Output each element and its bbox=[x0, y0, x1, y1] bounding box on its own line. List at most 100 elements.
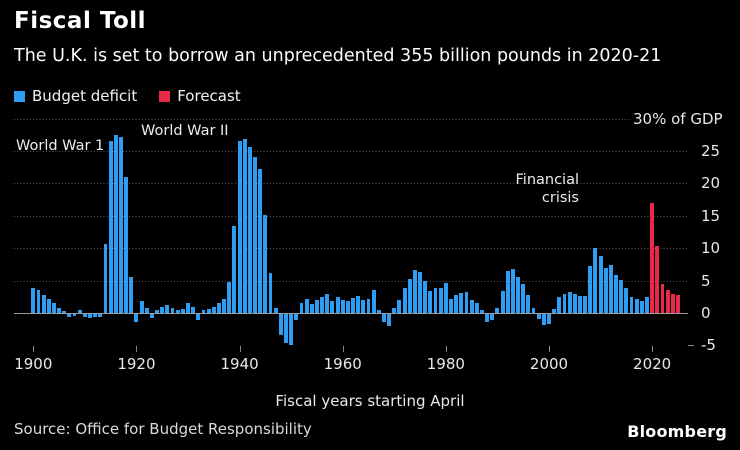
bar-1953 bbox=[304, 298, 309, 313]
gridline-20 bbox=[14, 183, 688, 185]
bar-1986 bbox=[474, 303, 479, 313]
bar-1933 bbox=[201, 310, 206, 313]
bar-1999 bbox=[541, 314, 546, 326]
bar-1940 bbox=[237, 140, 242, 313]
bar-2007 bbox=[583, 295, 588, 313]
bar-2008 bbox=[588, 266, 593, 313]
gridline-5 bbox=[14, 280, 688, 282]
bar-1945 bbox=[263, 215, 268, 313]
bar-2017 bbox=[634, 299, 639, 313]
bar-1903 bbox=[46, 299, 51, 313]
bar-1993 bbox=[510, 268, 515, 313]
bar-1923 bbox=[149, 314, 154, 318]
y-axis-unit-label: 30% of GDP bbox=[633, 109, 723, 128]
bar-1930 bbox=[186, 303, 190, 313]
bar-1980 bbox=[443, 282, 448, 313]
bar-1954 bbox=[309, 303, 314, 313]
bar-1974 bbox=[412, 270, 417, 313]
bar-1952 bbox=[299, 302, 304, 313]
x-tick-2020 bbox=[652, 346, 654, 352]
bar-2016 bbox=[629, 296, 634, 313]
bar-1901 bbox=[36, 289, 41, 313]
bar-2024 bbox=[670, 294, 675, 313]
x-tick-label-2000: 2000 bbox=[529, 355, 569, 373]
bar-1913 bbox=[98, 314, 103, 318]
bar-1996 bbox=[526, 294, 531, 313]
y-tick-label-15: 15 bbox=[701, 206, 721, 225]
bar-1908 bbox=[72, 314, 77, 316]
x-tick-label-1960: 1960 bbox=[323, 355, 362, 373]
x-tick-label-1980: 1980 bbox=[426, 355, 465, 373]
bar-1984 bbox=[464, 292, 469, 313]
y-tick-label-10: 10 bbox=[701, 239, 721, 258]
bar-1968 bbox=[382, 314, 386, 323]
bar-1990 bbox=[495, 308, 500, 313]
bar-1987 bbox=[480, 310, 484, 313]
bar-2011 bbox=[603, 268, 608, 313]
bar-1914 bbox=[103, 244, 108, 313]
bar-1931 bbox=[191, 306, 196, 313]
x-tick-2000 bbox=[549, 346, 550, 352]
bar-1911 bbox=[88, 314, 92, 318]
bar-1982 bbox=[454, 294, 459, 313]
bar-2015 bbox=[624, 287, 629, 313]
bar-1948 bbox=[278, 314, 283, 335]
bar-1904 bbox=[51, 303, 56, 313]
budget-deficit-swatch-icon bbox=[14, 90, 25, 102]
bar-1978 bbox=[433, 288, 438, 313]
bar-1944 bbox=[258, 169, 263, 313]
bar-1981 bbox=[449, 298, 453, 313]
y-tick-label-25: 25 bbox=[701, 142, 721, 160]
bar-1998 bbox=[536, 314, 541, 319]
bar-1909 bbox=[77, 310, 82, 313]
bar-2009 bbox=[593, 247, 598, 313]
bloomberg-logo: Bloomberg bbox=[627, 422, 727, 441]
bar-1928 bbox=[175, 310, 180, 313]
bar-1915 bbox=[108, 141, 113, 313]
bar-1971 bbox=[397, 300, 402, 313]
x-tick-1940 bbox=[239, 346, 241, 352]
bar-1994 bbox=[516, 277, 520, 313]
bar-2021 bbox=[655, 246, 660, 313]
bar-1938 bbox=[227, 281, 232, 313]
bar-1912 bbox=[93, 314, 98, 317]
bar-1973 bbox=[407, 279, 412, 313]
bar-1961 bbox=[345, 301, 350, 313]
bar-1967 bbox=[376, 310, 381, 313]
bar-1906 bbox=[62, 311, 67, 313]
bar-1929 bbox=[180, 309, 185, 313]
bar-1951 bbox=[294, 314, 299, 321]
bar-1985 bbox=[469, 300, 474, 313]
bar-1927 bbox=[170, 308, 175, 313]
gridline-15 bbox=[14, 215, 688, 217]
bar-1988 bbox=[485, 314, 490, 323]
bar-2018 bbox=[639, 300, 644, 313]
bar-2000 bbox=[547, 314, 551, 325]
y-tick-label-5: 5 bbox=[701, 271, 711, 290]
bar-2014 bbox=[619, 279, 624, 313]
bar-1934 bbox=[206, 309, 211, 313]
y-tick-label-20: 20 bbox=[701, 174, 721, 193]
bar-1963 bbox=[356, 295, 361, 313]
bar-1956 bbox=[320, 297, 325, 313]
bar-1977 bbox=[428, 290, 433, 313]
bar-1902 bbox=[41, 294, 46, 313]
bar-1957 bbox=[325, 294, 330, 313]
bar-1964 bbox=[361, 300, 366, 313]
forecast-swatch-icon bbox=[159, 90, 171, 102]
bar-1997 bbox=[531, 307, 536, 313]
bar-1965 bbox=[366, 298, 371, 313]
x-tick-label-1940: 1940 bbox=[220, 355, 259, 373]
x-tick-1920 bbox=[136, 346, 138, 352]
bar-1992 bbox=[505, 270, 510, 313]
legend-label-budget-deficit: Budget deficit bbox=[32, 87, 138, 105]
bar-1942 bbox=[247, 147, 252, 313]
bar-1932 bbox=[196, 314, 201, 320]
bar-1969 bbox=[387, 314, 392, 327]
chart-subtitle: The U.K. is set to borrow an unprecedent… bbox=[14, 46, 662, 66]
bar-1949 bbox=[284, 314, 288, 344]
bar-1905 bbox=[57, 307, 62, 313]
y-tick-dash--5 bbox=[688, 345, 694, 347]
